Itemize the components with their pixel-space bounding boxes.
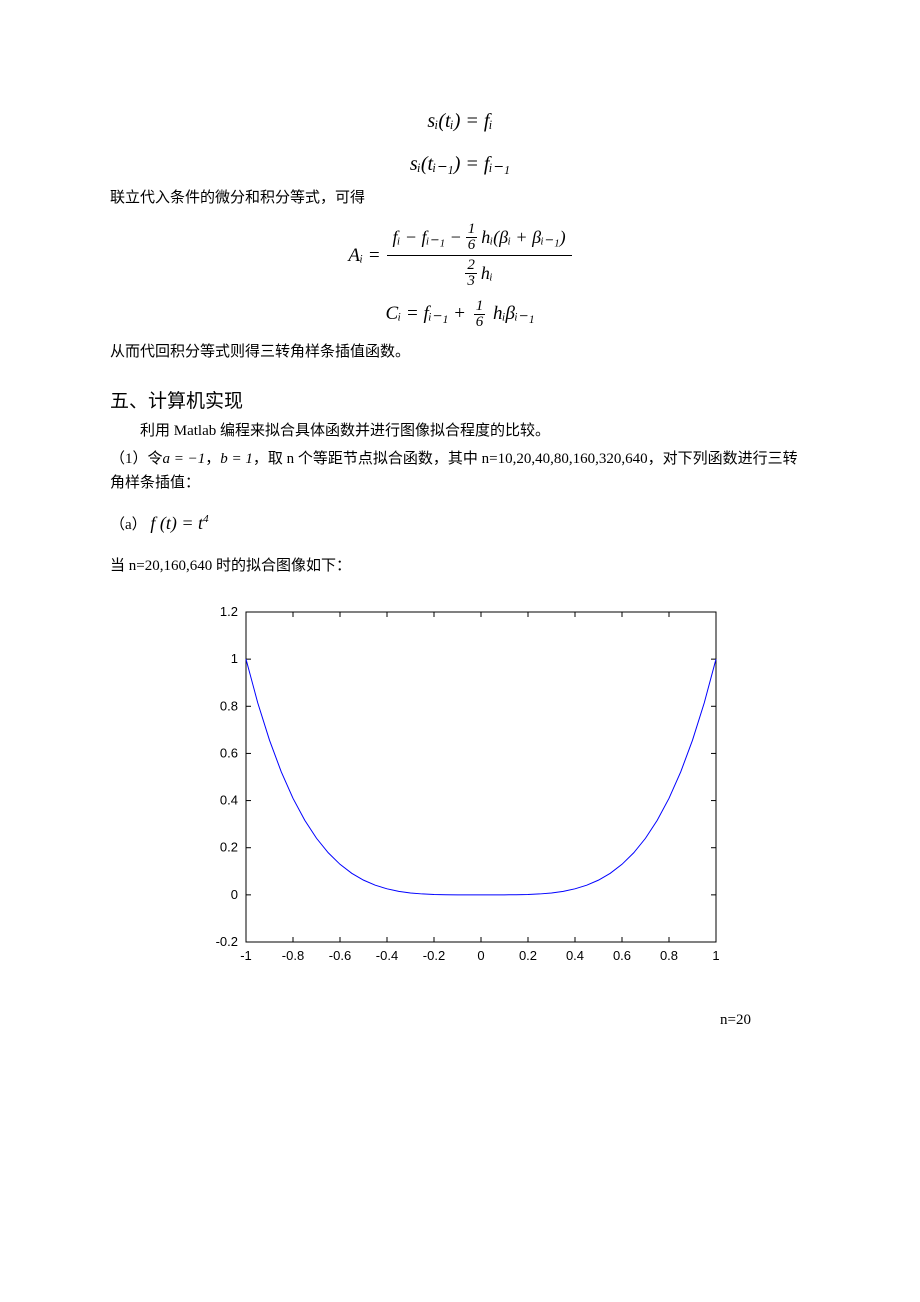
svg-text:-0.2: -0.2 — [216, 934, 238, 949]
chart-caption: n=20 — [720, 1012, 751, 1029]
svg-text:-0.8: -0.8 — [282, 948, 304, 963]
p5-a: （a） — [110, 517, 147, 533]
line-chart: -1 -0.8 -0.6 -0.4 -0.2 0 0.2 0.4 0.6 0.8 1 -0.2 0 0.2… — [190, 602, 730, 982]
eq3-num-frac: 1 6 — [466, 222, 478, 253]
chart-container: -1 -0.8 -0.6 -0.4 -0.2 0 0.2 0.4 0.6 0.8 1 -0.2 0 0.2… — [190, 602, 810, 987]
svg-text:0.4: 0.4 — [220, 792, 238, 807]
svg-text:-1: -1 — [240, 948, 252, 963]
svg-text:0.6: 0.6 — [220, 745, 238, 760]
paragraph-2: 从而代回积分等式则得三转角样条插值函数。 — [110, 340, 810, 364]
p5-sup: 4 — [203, 513, 209, 525]
paragraph-5: （a） f (t) = t4 — [110, 509, 810, 538]
p4-a: （1）令 — [110, 451, 163, 467]
eq2-text: sᵢ(tᵢ₋₁) = fᵢ₋₁ — [410, 153, 510, 175]
eq3-lhs: Aᵢ = — [348, 245, 380, 267]
svg-text:-0.2: -0.2 — [423, 948, 445, 963]
svg-text:0.8: 0.8 — [220, 698, 238, 713]
equation-s-ti: sᵢ(tᵢ) = fᵢ — [110, 110, 810, 133]
svg-text:1: 1 — [231, 651, 238, 666]
svg-text:-0.6: -0.6 — [329, 948, 351, 963]
svg-text:0.2: 0.2 — [519, 948, 537, 963]
eq4-a: Cᵢ = fᵢ₋₁ + — [385, 303, 466, 324]
p4-math2: b = 1 — [220, 451, 253, 467]
eq3-den-b: hᵢ — [481, 263, 493, 284]
eq4-frac: 1 6 — [474, 299, 486, 330]
paragraph-6: 当 n=20,160,640 时的拟合图像如下： — [110, 554, 810, 578]
paragraph-4: （1）令a = −1，b = 1，取 n 个等距节点拟合函数，其中 n=10,2… — [110, 447, 810, 495]
eq1-text: sᵢ(tᵢ) = fᵢ — [427, 110, 492, 132]
svg-text:0.8: 0.8 — [660, 948, 678, 963]
svg-text:-0.4: -0.4 — [376, 948, 398, 963]
eq3-num-a: fᵢ − fᵢ₋₁ − — [393, 227, 462, 248]
section-heading: 五、计算机实现 — [110, 386, 810, 413]
svg-text:0.6: 0.6 — [613, 948, 631, 963]
equation-ai: Aᵢ = fᵢ − fᵢ₋₁ − 1 6 hᵢ(βᵢ + βᵢ₋₁) 2 3 h… — [110, 220, 810, 291]
svg-text:1: 1 — [712, 948, 719, 963]
paragraph-1: 联立代入条件的微分和积分等式，可得 — [110, 186, 810, 210]
eq3-num-b: hᵢ(βᵢ + βᵢ₋₁) — [481, 227, 565, 248]
svg-text:0.2: 0.2 — [220, 840, 238, 855]
eq3-fraction: fᵢ − fᵢ₋₁ − 1 6 hᵢ(βᵢ + βᵢ₋₁) 2 3 hᵢ — [387, 220, 572, 291]
paragraph-3: 利用 Matlab 编程来拟合具体函数并进行图像拟合程度的比较。 — [110, 419, 810, 443]
equation-ci: Cᵢ = fᵢ₋₁ + 1 6 hᵢβᵢ₋₁ — [110, 299, 810, 330]
p5-math: f (t) = t4 — [150, 513, 208, 533]
svg-text:0: 0 — [477, 948, 484, 963]
eq3-den-frac: 2 3 — [465, 258, 477, 289]
p4-math1: a = −1 — [163, 451, 206, 467]
svg-text:1.2: 1.2 — [220, 604, 238, 619]
svg-text:0.4: 0.4 — [566, 948, 584, 963]
equation-s-ti-1: sᵢ(tᵢ₋₁) = fᵢ₋₁ — [110, 151, 810, 176]
svg-text:0: 0 — [231, 887, 238, 902]
eq4-b: hᵢβᵢ₋₁ — [493, 303, 535, 324]
p4-b: ， — [205, 451, 220, 467]
